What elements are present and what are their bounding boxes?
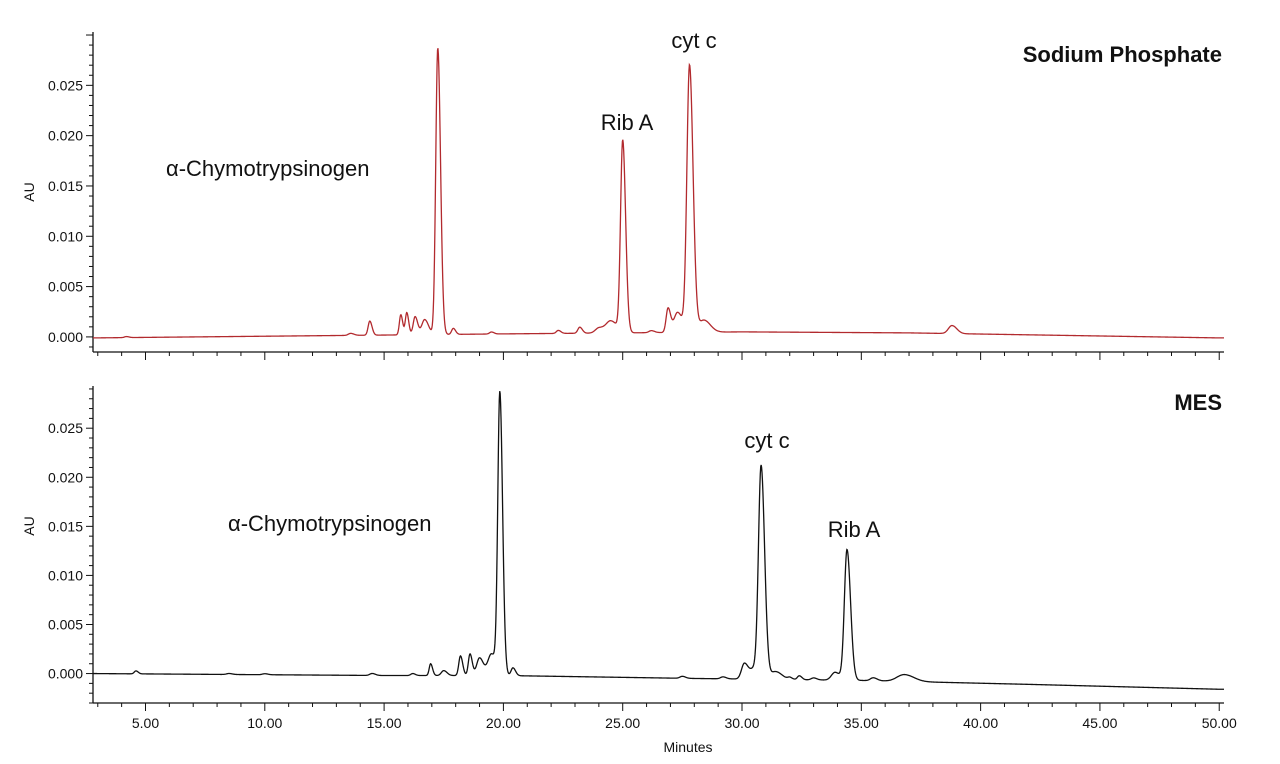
chromatogram-trace (93, 48, 1224, 339)
y-tick-label: 0.010 (48, 567, 83, 583)
mes-panel: MES AU 0.000 0.005 0.010 0.015 0.020 0.025 5.… (21, 386, 1237, 755)
x-tick-label: 45.00 (1082, 715, 1117, 731)
x-tick-label: 35.00 (844, 715, 879, 731)
y-tick-label: 0.020 (48, 128, 83, 144)
peak-label-rib-a: Rib A (601, 110, 654, 135)
peak-label-chymotrypsinogen: α-Chymotrypsinogen (228, 511, 431, 536)
y-tick-label: 0.000 (48, 666, 83, 682)
x-tick-label: 30.00 (724, 715, 759, 731)
y-tick-label: 0.025 (48, 77, 83, 93)
x-tick-label: 20.00 (486, 715, 521, 731)
y-tick-label: 0.005 (48, 279, 83, 295)
x-ticks: 5.00 10.00 15.00 20.00 25.00 30.00 35.00 40.00 4… (97, 703, 1237, 731)
x-tick-label: 25.00 (605, 715, 640, 731)
x-tick-label: 15.00 (367, 715, 402, 731)
y-ticks: 0.000 0.005 0.010 0.015 0.020 0.025 (48, 388, 93, 704)
y-tick-label: 0.020 (48, 469, 83, 485)
y-axis-label: AU (21, 516, 37, 535)
panel-title: MES (1174, 390, 1222, 415)
y-tick-label: 0.015 (48, 518, 83, 534)
peak-label-rib-a: Rib A (828, 517, 881, 542)
peak-label-cyt-c: cyt c (671, 28, 716, 53)
sodium-phosphate-panel: Sodium Phosphate AU 0.000 0.005 0.010 0.015… (21, 28, 1224, 360)
x-tick-label: 10.00 (247, 715, 282, 731)
peak-label-cyt-c: cyt c (744, 428, 789, 453)
chromatogram-trace (93, 391, 1224, 690)
y-axis-label: AU (21, 182, 37, 201)
panel-title: Sodium Phosphate (1023, 42, 1222, 67)
peak-label-chymotrypsinogen: α-Chymotrypsinogen (166, 156, 369, 181)
y-tick-label: 0.025 (48, 420, 83, 436)
x-ticks (97, 352, 1220, 360)
y-tick-label: 0.005 (48, 616, 83, 632)
y-ticks: 0.000 0.005 0.010 0.015 0.020 0.025 (48, 34, 93, 348)
y-tick-label: 0.010 (48, 228, 83, 244)
y-tick-label: 0.015 (48, 178, 83, 194)
x-tick-label: 50.00 (1202, 715, 1237, 731)
y-tick-label: 0.000 (48, 329, 83, 345)
x-axis-label: Minutes (663, 739, 712, 755)
x-tick-label: 40.00 (963, 715, 998, 731)
x-tick-label: 5.00 (132, 715, 159, 731)
